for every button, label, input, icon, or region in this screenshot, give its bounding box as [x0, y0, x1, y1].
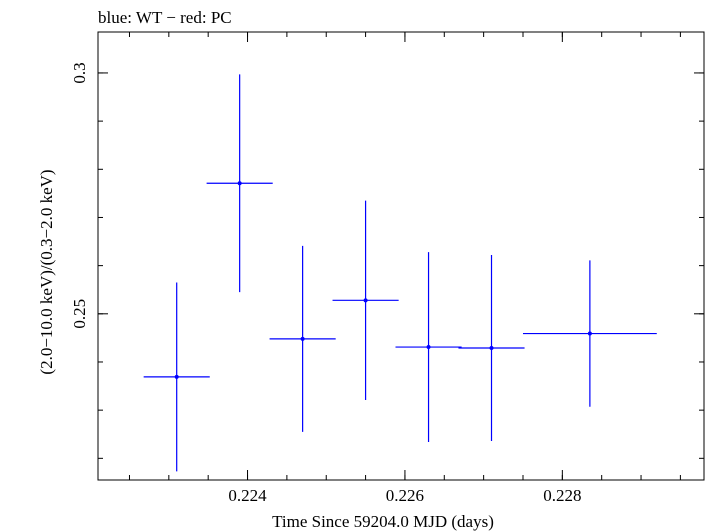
data-point	[143, 282, 210, 472]
axis-ticks	[98, 32, 704, 480]
y-axis-label: (2.0−10.0 keV)/(0.3−2.0 keV)	[37, 169, 56, 374]
data-marker	[363, 298, 368, 303]
data-marker	[174, 374, 179, 379]
x-axis-label: Time Since 59204.0 MJD (days)	[272, 512, 494, 531]
data-marker	[587, 331, 592, 336]
data-marker	[237, 181, 242, 186]
data-point	[332, 200, 399, 401]
data-point	[206, 74, 273, 293]
data-points	[143, 74, 657, 472]
data-point	[522, 260, 657, 407]
data-marker	[489, 346, 494, 351]
data-point	[395, 252, 462, 442]
plot-frame	[97, 31, 705, 481]
chart-title: blue: WT − red: PC	[98, 8, 232, 27]
axis-tick-labels: 0.224 0.226 0.228 0.25 0.3	[70, 62, 581, 505]
data-point	[458, 255, 525, 441]
x-tick-label: 0.228	[543, 486, 581, 505]
data-marker	[300, 336, 305, 341]
y-tick-label: 0.25	[70, 299, 89, 329]
y-tick-label: 0.3	[70, 62, 89, 83]
x-tick-label: 0.224	[228, 486, 267, 505]
data-marker	[426, 345, 431, 350]
x-tick-label: 0.226	[386, 486, 424, 505]
data-point	[269, 245, 336, 432]
